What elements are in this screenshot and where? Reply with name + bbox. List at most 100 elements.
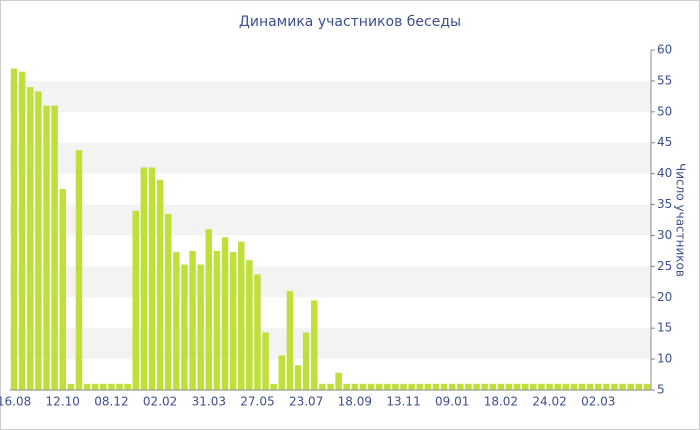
bar [351, 383, 359, 390]
y-axis-label: Число участников [674, 163, 688, 277]
bar [635, 383, 643, 390]
bar [238, 241, 245, 390]
bar [27, 87, 34, 390]
bar [197, 264, 204, 390]
bar [570, 383, 578, 390]
bar [221, 237, 229, 390]
x-tick-label: 02.03 [581, 395, 615, 409]
bar [473, 383, 480, 390]
grid-band [10, 204, 651, 236]
bar [75, 150, 83, 390]
grid-band [10, 266, 651, 298]
bar [424, 383, 432, 390]
bar [448, 383, 456, 390]
y-tick-label: 30 [657, 228, 672, 242]
bar [513, 383, 521, 390]
bar [367, 383, 375, 390]
x-tick-label: 23.07 [289, 395, 323, 409]
bar [335, 372, 342, 390]
bar [148, 167, 156, 390]
x-tick-label: 16.08 [0, 395, 31, 409]
bar [116, 383, 123, 390]
x-tick-label: 18.02 [484, 395, 518, 409]
chart-title: Динамика участников беседы [239, 14, 461, 30]
bar [278, 355, 286, 390]
bar [392, 383, 399, 390]
y-tick-label: 25 [657, 259, 672, 273]
bar [465, 383, 472, 390]
bar [270, 383, 277, 390]
bar [627, 383, 634, 390]
bar [173, 252, 180, 390]
bar [294, 365, 302, 390]
bar [619, 383, 626, 390]
bar [416, 383, 423, 390]
bar [140, 167, 148, 390]
bar [538, 383, 545, 390]
grid-band [10, 80, 651, 112]
bar [189, 250, 196, 390]
x-tick-label: 18.09 [338, 395, 372, 409]
bar [100, 383, 107, 390]
bar [408, 383, 415, 390]
y-tick-label: 55 [657, 73, 672, 87]
bar [375, 383, 383, 390]
bar [440, 383, 448, 390]
bar [181, 264, 188, 390]
bar [132, 210, 140, 390]
x-tick-label: 27.05 [240, 395, 274, 409]
bar [603, 383, 610, 390]
y-tick-label: 15 [657, 321, 672, 335]
bar [595, 383, 602, 390]
x-tick-label: 08.12 [94, 395, 128, 409]
bar [578, 383, 586, 390]
bar [611, 383, 618, 390]
bar [18, 71, 26, 391]
bar [643, 383, 651, 390]
y-tick-label: 10 [657, 352, 672, 366]
y-tick-label: 60 [657, 43, 672, 57]
y-tick-label: 40 [657, 166, 672, 180]
bar [10, 68, 18, 390]
bar [254, 274, 261, 390]
y-tick-label: 50 [657, 104, 672, 118]
bar [156, 179, 164, 390]
bar [319, 383, 326, 390]
bar [530, 383, 537, 390]
bar [35, 91, 42, 390]
bar [400, 383, 407, 390]
y-tick-label: 35 [657, 197, 672, 211]
bar [51, 105, 58, 391]
bar [432, 383, 440, 390]
x-tick-label: 24.02 [532, 395, 566, 409]
bar [108, 383, 115, 390]
bar [546, 383, 553, 390]
bar [311, 300, 318, 390]
bar [497, 383, 505, 390]
bar [91, 383, 99, 390]
bar [343, 383, 350, 390]
bar [205, 229, 213, 390]
bar [246, 260, 253, 390]
bar [164, 213, 172, 390]
bar [327, 383, 334, 390]
y-tick-label: 20 [657, 290, 672, 304]
bar [481, 383, 488, 390]
x-tick-label: 02.02 [143, 395, 177, 409]
bar [384, 383, 391, 390]
x-tick-label: 12.10 [46, 395, 80, 409]
y-tick-label: 45 [657, 135, 672, 149]
bar [489, 383, 497, 390]
bar [262, 332, 269, 390]
x-tick-label: 31.03 [192, 395, 226, 409]
bar [302, 332, 310, 390]
bar [505, 383, 513, 390]
bar [521, 383, 529, 390]
bar [213, 250, 221, 390]
bar [586, 383, 594, 390]
bar [286, 291, 294, 390]
bar [59, 189, 66, 390]
bar [359, 383, 367, 390]
bar [43, 105, 50, 391]
grid-band [10, 142, 651, 174]
